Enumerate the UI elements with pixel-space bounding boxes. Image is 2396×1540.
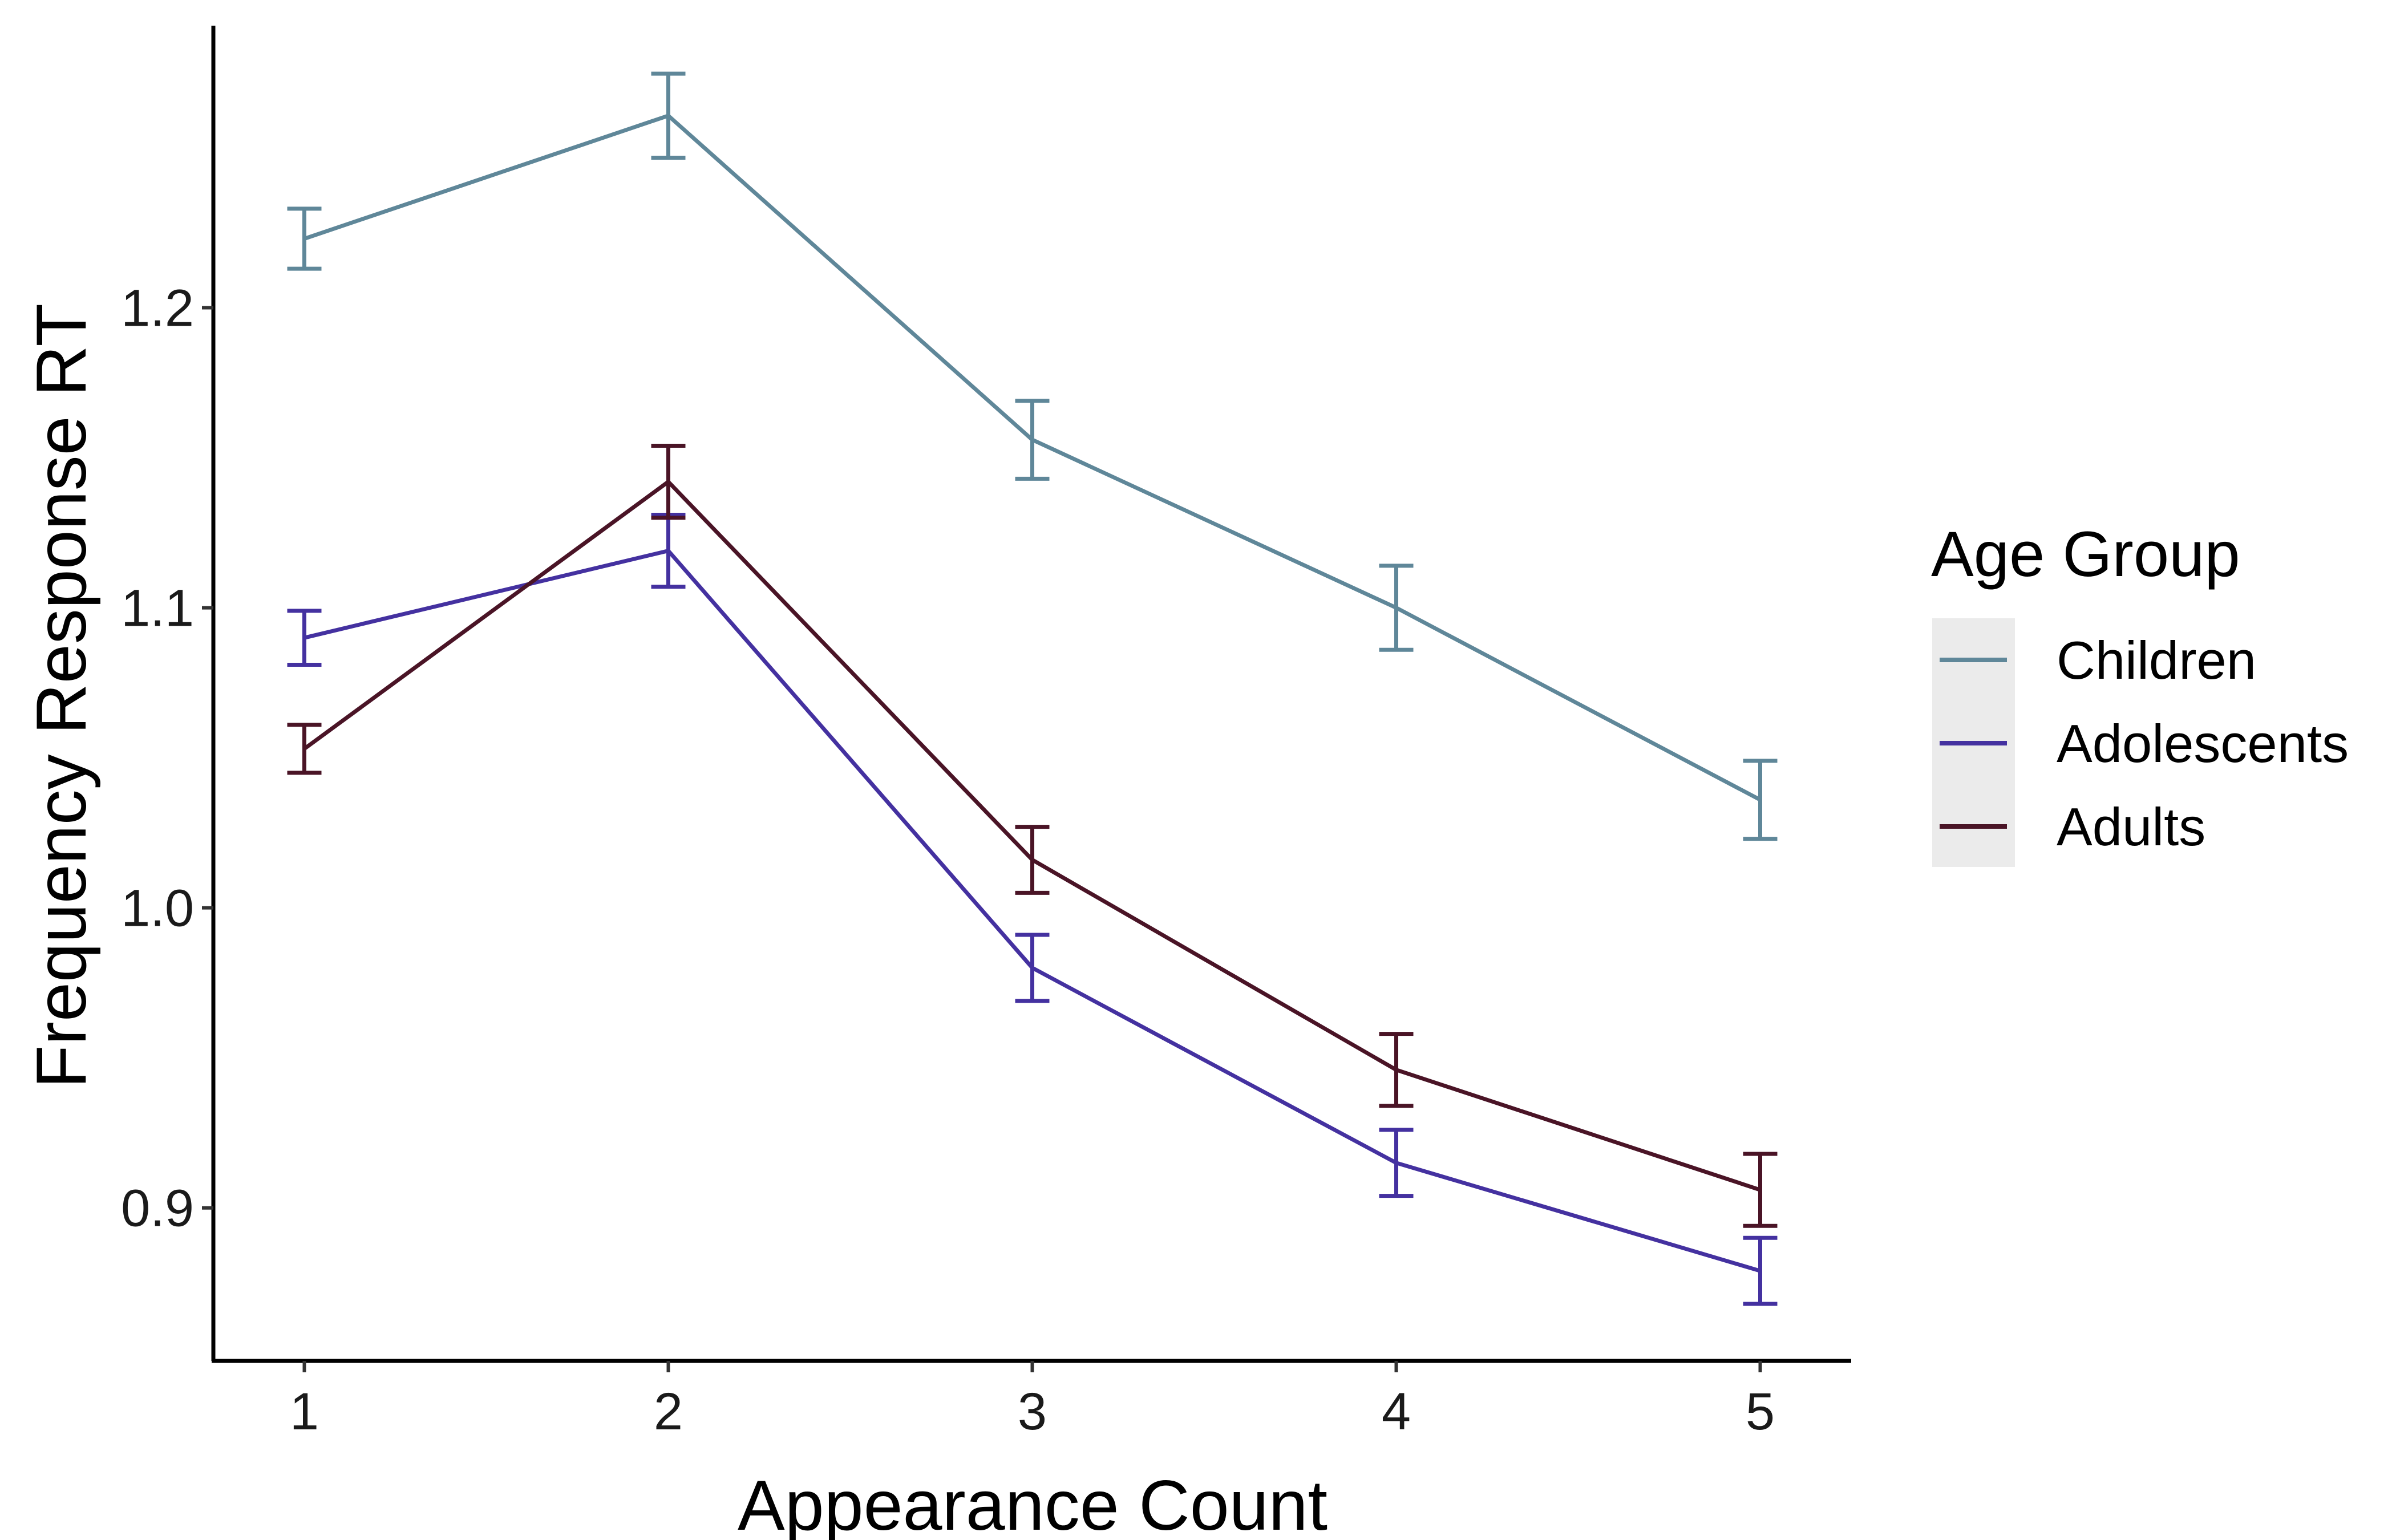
x-tick-label: 3	[1018, 1383, 1047, 1441]
plot-area: 0.9 1.0 1.1 1.2 1 2 3 4 5	[121, 26, 1851, 1441]
error-bar	[1015, 399, 1050, 481]
error-bar	[651, 71, 686, 160]
legend: Age Group Children Adolescents Adults	[1931, 518, 2349, 867]
error-bar	[1379, 1032, 1414, 1108]
series-children	[287, 71, 1778, 841]
error-bar	[287, 723, 322, 775]
y-axis-title: Frequency Response RT	[22, 303, 101, 1088]
series-layer	[287, 71, 1778, 1306]
legend-entries: Children Adolescents Adults	[1940, 630, 2349, 857]
error-bar	[1015, 933, 1050, 1003]
error-bar	[1379, 564, 1414, 652]
error-bar	[287, 609, 322, 667]
x-tick-label: 2	[654, 1383, 683, 1441]
series-adults	[287, 443, 1778, 1228]
legend-label: Children	[2057, 630, 2256, 690]
y-tick-label: 1.1	[121, 579, 194, 638]
error-bar	[651, 443, 686, 520]
error-bar	[1015, 825, 1050, 895]
legend-label: Adolescents	[2057, 714, 2349, 773]
x-tick-label: 1	[290, 1383, 319, 1441]
legend-entry-adults: Adults	[1940, 797, 2205, 857]
y-tick-label: 1.2	[121, 279, 194, 338]
y-tick-label: 0.9	[121, 1180, 194, 1238]
x-axis-ticks: 1 2 3 4 5	[290, 1361, 1775, 1441]
y-tick-label: 1.0	[121, 880, 194, 938]
y-axis-ticks: 0.9 1.0 1.1 1.2	[121, 279, 213, 1238]
error-bar	[1379, 1128, 1414, 1198]
error-bar	[1743, 1235, 1778, 1306]
error-bar	[1743, 759, 1778, 841]
legend-label: Adults	[2057, 797, 2205, 857]
x-tick-label: 5	[1746, 1383, 1775, 1441]
error-bar	[287, 206, 322, 271]
legend-entry-children: Children	[1940, 630, 2256, 690]
legend-title: Age Group	[1931, 518, 2240, 590]
series-adolescents	[287, 512, 1778, 1306]
x-tick-label: 4	[1382, 1383, 1411, 1441]
legend-entry-adolescents: Adolescents	[1940, 714, 2349, 773]
error-bar	[1743, 1152, 1778, 1228]
x-axis-title: Appearance Count	[738, 1466, 1327, 1540]
